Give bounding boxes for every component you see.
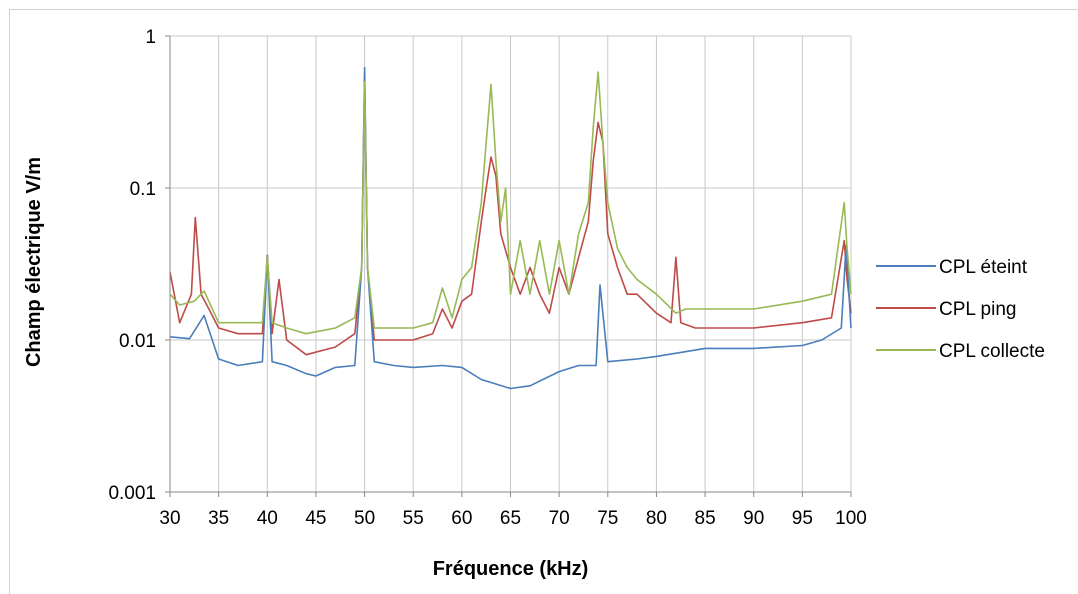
series-line-cpl-collecte — [169, 71, 852, 335]
x-tick-label: 45 — [305, 508, 326, 529]
x-tick-label: 55 — [403, 508, 424, 529]
x-tick-label: 65 — [500, 508, 521, 529]
legend-label: CPL éteint — [939, 257, 1028, 278]
x-tick-label: 90 — [743, 508, 764, 529]
x-tick-label: 80 — [646, 508, 667, 529]
y-tick-labels: 1 0.1 0.01 0.001 — [108, 27, 156, 504]
x-tick-label: 40 — [257, 508, 278, 529]
y-axis-title: Champ électrique V/m — [23, 157, 45, 367]
x-tick-label: 30 — [159, 508, 180, 529]
x-tick-label: 95 — [792, 508, 813, 529]
legend-label: CPL ping — [939, 299, 1016, 320]
legend-label: CPL collecte — [939, 341, 1045, 362]
series-lines — [169, 66, 852, 390]
legend: CPL éteint CPL ping CPL collecte — [876, 257, 1045, 362]
x-tick-label: 35 — [208, 508, 229, 529]
y-tick-label: 1 — [145, 27, 156, 48]
y-tick-label: 0.01 — [119, 331, 156, 352]
x-tick-label: 60 — [451, 508, 472, 529]
x-tick-label: 85 — [695, 508, 716, 529]
chart-frame — [9, 9, 1078, 594]
x-tick-label: 100 — [835, 508, 867, 529]
x-tick-label: 50 — [354, 508, 375, 529]
x-tick-label: 75 — [597, 508, 618, 529]
y-tick-label: 0.001 — [108, 483, 156, 504]
x-tick-labels: 30 35 40 45 50 55 60 65 70 75 80 85 90 95 100 — [159, 508, 866, 529]
x-tick-label: 70 — [549, 508, 570, 529]
x-axis-title: Fréquence (kHz) — [433, 558, 589, 580]
y-tick-label: 0.1 — [130, 179, 156, 200]
